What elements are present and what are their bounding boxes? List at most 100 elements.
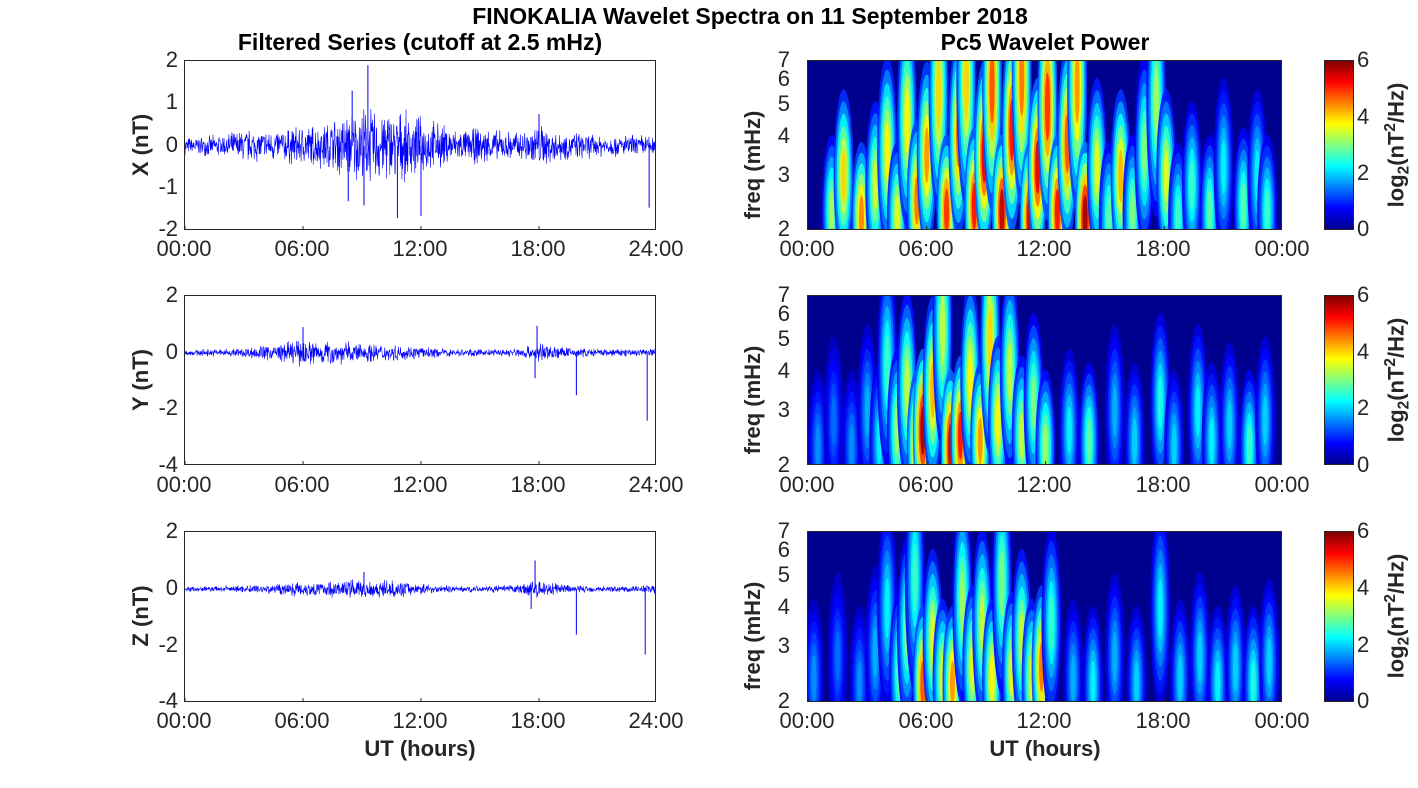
power-burst-17 bbox=[995, 395, 1001, 446]
x-ylabel: X (nT) bbox=[128, 113, 153, 177]
power-burst-19 bbox=[1019, 411, 1025, 460]
power-burst-32 bbox=[1262, 395, 1268, 446]
z-wavelet-heatmap bbox=[807, 531, 1282, 702]
x-xtick-6: 06:00 bbox=[274, 236, 330, 261]
hz-xtick-24: 00:00 bbox=[1254, 708, 1310, 733]
power-burst-18 bbox=[1007, 341, 1013, 402]
power-burst-6 bbox=[904, 88, 910, 154]
power-burst-10 bbox=[944, 188, 950, 229]
z-colorbar bbox=[1324, 531, 1354, 702]
power-burst-0 bbox=[829, 188, 835, 229]
power-burst-7 bbox=[912, 543, 918, 613]
power-burst-4 bbox=[884, 578, 890, 639]
hx-ytick-5: 5 bbox=[777, 91, 790, 116]
power-burst-28 bbox=[1118, 149, 1124, 203]
hx-xtick-0: 00:00 bbox=[779, 236, 835, 261]
power-burst-9 bbox=[936, 61, 942, 130]
power-burst-30 bbox=[1141, 122, 1147, 180]
z-ytick-m4: -4 bbox=[158, 688, 178, 713]
hy-ytick-2: 2 bbox=[777, 452, 790, 477]
power-burst-11 bbox=[940, 296, 946, 365]
z-xtick-6: 06:00 bbox=[274, 708, 330, 733]
hx-ylabel: freq (mHz) bbox=[740, 110, 765, 220]
hx-xtick-24: 00:00 bbox=[1254, 236, 1310, 261]
y-ytick-0: 0 bbox=[165, 339, 178, 364]
cbz-label: log2(nT2/Hz) bbox=[1382, 553, 1413, 679]
power-burst-18 bbox=[1019, 61, 1025, 117]
cbz-tick-0: 0 bbox=[1357, 688, 1370, 713]
power-burst-7 bbox=[904, 357, 910, 415]
power-burst-21 bbox=[1044, 72, 1050, 141]
x-ytick-m2: -2 bbox=[158, 216, 178, 241]
power-burst-25 bbox=[1134, 660, 1140, 701]
power-burst-0 bbox=[815, 423, 821, 464]
power-burst-3 bbox=[864, 384, 870, 438]
hx-xtick-6: 06:00 bbox=[898, 236, 954, 261]
power-burst-26 bbox=[1157, 375, 1163, 430]
power-burst-21 bbox=[1043, 423, 1048, 464]
hz-xtick-18: 18:00 bbox=[1135, 708, 1191, 733]
power-burst-29 bbox=[1130, 188, 1136, 229]
power-burst-15 bbox=[977, 417, 983, 464]
power-burst-30 bbox=[1227, 400, 1233, 451]
hy-xtick-24: 00:00 bbox=[1254, 472, 1310, 497]
power-burst-12 bbox=[959, 570, 965, 633]
y-wavelet-heatmap bbox=[807, 295, 1282, 465]
power-burst-27 bbox=[1171, 423, 1177, 464]
power-burst-27 bbox=[1106, 195, 1112, 229]
power-burst-23 bbox=[1090, 660, 1096, 701]
power-burst-2 bbox=[849, 423, 855, 464]
hx-xtick-18: 18:00 bbox=[1135, 236, 1191, 261]
z-xtick-12: 12:00 bbox=[392, 708, 448, 733]
power-burst-23 bbox=[1086, 417, 1092, 464]
x-xtick-24: 24:00 bbox=[628, 236, 684, 261]
power-burst-31 bbox=[1153, 66, 1159, 137]
z-xtick-0: 00:00 bbox=[156, 708, 212, 733]
y-ylabel: Y (nT) bbox=[128, 349, 153, 411]
hz-ytick-2: 2 bbox=[777, 688, 790, 713]
z-series-svg bbox=[185, 560, 655, 701]
power-burst-21 bbox=[1048, 594, 1054, 652]
series-line bbox=[185, 108, 655, 183]
x-wavelet-heatmap bbox=[807, 60, 1282, 230]
cbx-tick-6: 6 bbox=[1357, 47, 1370, 72]
power-burst-5 bbox=[884, 334, 890, 397]
y-wavelet-svg bbox=[808, 296, 1276, 464]
power-burst-12 bbox=[963, 61, 969, 120]
power-burst-1 bbox=[835, 631, 841, 683]
hy-xtick-0: 00:00 bbox=[779, 472, 835, 497]
x-colorbar bbox=[1324, 60, 1354, 230]
power-burst-33 bbox=[1175, 195, 1181, 229]
cbz-tick-4: 4 bbox=[1357, 575, 1370, 600]
z-wavelet-svg bbox=[808, 532, 1280, 701]
hz-ytick-3: 3 bbox=[777, 633, 790, 658]
y-ytick-2: 2 bbox=[165, 282, 178, 307]
right-xlabel: UT (hours) bbox=[989, 736, 1101, 761]
power-burst-31 bbox=[1250, 660, 1256, 701]
x-wavelet-svg bbox=[808, 61, 1278, 229]
power-burst-24 bbox=[1112, 631, 1118, 683]
power-burst-39 bbox=[1264, 188, 1270, 229]
hz-ytick-5: 5 bbox=[777, 562, 790, 587]
cbx-label: log2(nT2/Hz) bbox=[1382, 82, 1413, 208]
cbz-tick-2: 2 bbox=[1357, 632, 1370, 657]
power-burst-29 bbox=[1209, 417, 1215, 464]
x-ytick-0: 0 bbox=[165, 132, 178, 157]
power-burst-32 bbox=[1163, 149, 1169, 203]
y-xtick-0: 00:00 bbox=[156, 472, 212, 497]
hy-ytick-3: 3 bbox=[777, 397, 790, 422]
power-burst-3 bbox=[872, 626, 878, 679]
z-xtick-18: 18:00 bbox=[510, 708, 566, 733]
power-burst-22 bbox=[1066, 405, 1072, 455]
hy-xtick-6: 06:00 bbox=[898, 472, 954, 497]
power-burst-36 bbox=[1221, 140, 1227, 195]
x-ytick-2: 2 bbox=[165, 47, 178, 72]
power-burst-37 bbox=[1240, 182, 1246, 229]
hx-xtick-12: 12:00 bbox=[1016, 236, 1072, 261]
power-burst-1 bbox=[831, 395, 837, 446]
power-burst-2 bbox=[858, 195, 864, 229]
power-burst-25 bbox=[1132, 417, 1138, 464]
hy-ylabel: freq (mHz) bbox=[740, 345, 765, 455]
power-burst-28 bbox=[1195, 384, 1201, 438]
y-colorbar bbox=[1324, 295, 1354, 465]
